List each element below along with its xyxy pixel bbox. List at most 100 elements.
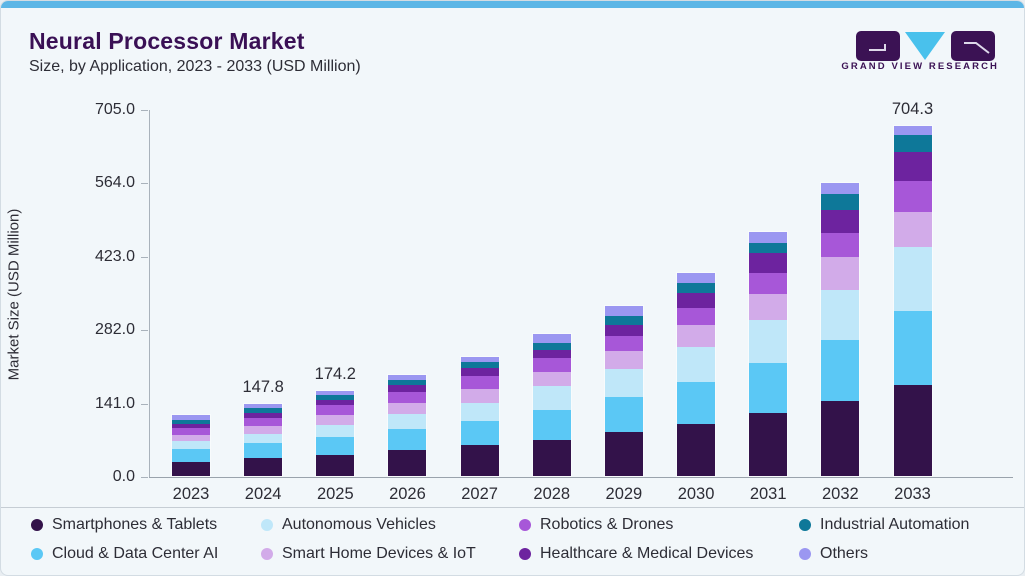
bar-segment [460, 402, 499, 421]
bar-segment [893, 151, 932, 181]
bar-segment [316, 404, 355, 415]
bar-segment [749, 293, 788, 320]
legend-color-dot-icon [261, 518, 273, 531]
brand-wordmark: GRAND VIEW RESEARCH [841, 61, 999, 72]
y-tick-mark [141, 403, 148, 405]
y-tick-mark [141, 477, 148, 478]
grand-view-research-logo-icon [852, 29, 999, 76]
bar-segment [821, 233, 860, 257]
bar-segment [460, 444, 499, 476]
bar-segment [821, 210, 860, 234]
y-tick-mark [141, 256, 148, 258]
chart-subtitle: Size, by Application, 2023 - 2033 (USD M… [29, 58, 361, 75]
stacked-bar-2030 [676, 271, 717, 477]
y-axis-line [149, 109, 150, 477]
legend-color-dot-icon [519, 518, 531, 531]
y-tick-label: 705.0 [94, 100, 135, 118]
legend-color-dot-icon [31, 518, 43, 531]
bar-segment [244, 408, 283, 413]
bar-segment [172, 415, 210, 420]
bar-segment [893, 125, 932, 136]
stacked-bar-2025 [315, 389, 356, 477]
bar-segment [604, 432, 643, 476]
bar-segment [821, 340, 860, 401]
bar-segment [388, 375, 427, 381]
bar-segment [532, 349, 571, 359]
bar-segment [749, 252, 788, 274]
bar-segment [244, 417, 283, 426]
legend-color-dot-icon [31, 547, 43, 560]
legend-item-label: Robotics & Drones [540, 515, 674, 533]
bar-value-label: 147.8 [242, 378, 284, 397]
bar-segment [172, 419, 210, 425]
legend-item: Robotics & Drones [519, 512, 799, 537]
bar-segment [316, 395, 355, 400]
bar-segment [749, 319, 788, 363]
bar-segment [677, 308, 716, 325]
bar-segment [677, 325, 716, 348]
chart-legend: Smartphones & Tablets Autonomous Vehicles… [31, 512, 1014, 566]
bar-segment [460, 375, 499, 390]
bar-segment [821, 400, 860, 476]
y-tick-mark [141, 330, 148, 331]
stacked-bar-2023 [171, 414, 211, 477]
bar-segment [893, 311, 932, 385]
bar-segment [532, 371, 571, 387]
x-tick-label: 2030 [677, 485, 715, 503]
bar-segment [893, 180, 932, 212]
bar-segment [604, 350, 643, 370]
legend-color-dot-icon [799, 518, 811, 531]
bar-segment [532, 333, 571, 343]
bar-segment [532, 342, 571, 350]
page-title: Neural Processor Market [29, 28, 305, 54]
bar-segment [532, 358, 571, 372]
legend-item: Industrial Automation [799, 512, 1014, 537]
bar-segment [388, 403, 427, 415]
y-tick-mark [141, 183, 148, 184]
bar-segment [388, 384, 427, 392]
x-tick-label: 2033 [894, 485, 931, 503]
bar-segment [172, 424, 210, 429]
bar-segment [677, 272, 716, 284]
bar-segment [316, 390, 355, 396]
bar-segment [460, 356, 499, 363]
stacked-bar-2029 [603, 305, 644, 477]
stacked-bar-2027 [459, 355, 500, 477]
bar-segment [677, 347, 716, 382]
bar-segment [244, 404, 283, 409]
bar-segment [677, 381, 716, 425]
bar-segment [316, 454, 355, 476]
x-tick-label: 2023 [172, 485, 210, 503]
y-tick-mark [141, 109, 148, 111]
bar-value-label: 704.3 [891, 99, 934, 118]
bar-segment [821, 256, 860, 290]
bar-segment [604, 315, 643, 325]
bar-segment [749, 242, 788, 253]
legend-separator-line [1, 507, 1024, 508]
y-tick-label: 282.0 [94, 321, 135, 338]
bar-segment [893, 384, 932, 476]
x-tick-label: 2029 [605, 485, 643, 503]
bar-segment [244, 458, 283, 476]
bar-value-label: 174.2 [314, 364, 356, 383]
bar-segment [604, 306, 643, 316]
bar-segment [388, 449, 427, 476]
bar-segment [172, 435, 210, 442]
x-tick-label: 2031 [749, 485, 787, 503]
bar-segment [604, 396, 643, 433]
top-accent-bar [1, 1, 1024, 8]
x-tick-label: 2028 [533, 485, 571, 503]
legend-item: Others [799, 541, 1014, 566]
legend-item: Smart Home Devices & IoT [261, 541, 519, 566]
bar-segment [244, 433, 283, 443]
x-tick-label: 2027 [461, 485, 498, 503]
bar-segment [677, 283, 716, 294]
bar-segment [388, 429, 427, 450]
legend-item-label: Cloud & Data Center AI [52, 544, 219, 562]
bar-segment [532, 386, 571, 411]
y-tick-label: 423.0 [94, 247, 135, 265]
legend-item-label: Healthcare & Medical Devices [540, 544, 754, 562]
bar-segment [244, 426, 283, 434]
bar-segment [749, 273, 788, 294]
y-axis-title: Market Size (USD Million) [5, 208, 23, 381]
